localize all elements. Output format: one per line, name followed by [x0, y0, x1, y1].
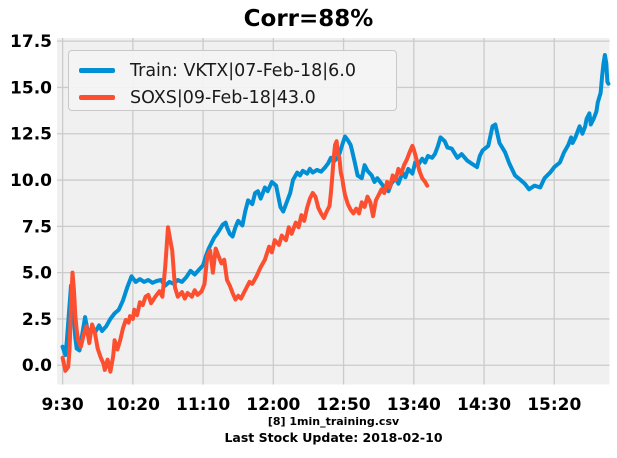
x-tick-label: 12:00: [246, 395, 300, 415]
y-tick-label: 2.5: [22, 310, 52, 330]
y-tick-label: 12.5: [10, 125, 52, 145]
footer-filename: [8] 1min_training.csv: [267, 415, 400, 428]
legend-label-train: Train: VKTX|07-Feb-18|6.0: [130, 60, 356, 81]
series-line-soxs: [60, 139, 430, 374]
x-tick-label: 14:30: [457, 395, 511, 415]
y-tick-label: 0.0: [22, 356, 52, 376]
legend-swatch-blue: [79, 68, 115, 73]
x-tick-label: 11:10: [176, 395, 230, 415]
y-tick-label: 5.0: [22, 264, 52, 284]
legend-swatch-red: [79, 95, 115, 100]
series-lines: [60, 53, 611, 374]
y-tick-labels: 0.0 2.5 5.0 7.5 10.0 12.5 15.0 17.5: [10, 32, 52, 376]
footer-last-update: Last Stock Update: 2018-02-10: [224, 430, 443, 445]
legend-box: Train: VKTX|07-Feb-18|6.0 SOXS|09-Feb-18…: [68, 50, 397, 111]
y-tick-label: 17.5: [10, 32, 52, 52]
x-tick-labels: 9:30 10:20 11:10 12:00 12:50 13:40 14:30 15:20: [41, 395, 581, 415]
chart-title: Corr=88%: [243, 6, 374, 32]
x-tick-label: 12:50: [317, 395, 371, 415]
legend-entry-soxs: SOXS|09-Feb-18|43.0: [79, 84, 396, 111]
legend-label-soxs: SOXS|09-Feb-18|43.0: [130, 87, 316, 108]
x-tick-label: 13:40: [387, 395, 441, 415]
legend-entry-train: Train: VKTX|07-Feb-18|6.0: [79, 57, 396, 84]
x-tick-label: 15:20: [527, 395, 581, 415]
y-tick-label: 10.0: [10, 171, 52, 191]
y-tick-label: 7.5: [22, 217, 52, 237]
x-tick-label: 9:30: [41, 395, 83, 415]
y-tick-label: 15.0: [10, 78, 52, 98]
x-tick-label: 10:20: [106, 395, 160, 415]
x-axis-label: [8] 1min_training.csv Last Stock Update:…: [57, 415, 610, 445]
